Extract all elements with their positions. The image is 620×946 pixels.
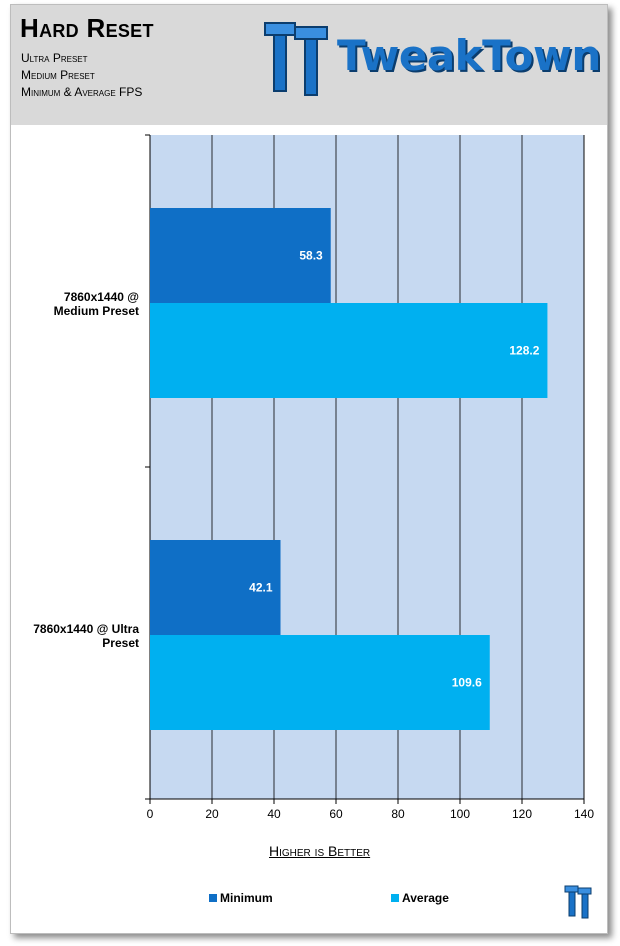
legend-item-minimum: Minimum bbox=[209, 891, 273, 905]
logo-wordmark: TweakTown bbox=[337, 31, 601, 80]
legend-swatch-minimum bbox=[209, 894, 217, 902]
tweaktown-mini-logo-icon bbox=[564, 885, 592, 919]
x-tick-label: 0 bbox=[147, 807, 154, 821]
tweaktown-logo: TweakTown bbox=[261, 17, 601, 107]
x-tick-label: 80 bbox=[391, 807, 405, 821]
x-tick-label: 60 bbox=[329, 807, 343, 821]
data-label: 58.3 bbox=[299, 249, 323, 263]
category-label-ultra: 7860x1440 @ Ultra Preset bbox=[15, 622, 139, 650]
data-label: 128.2 bbox=[509, 344, 539, 358]
category-label-ultra-line2: Preset bbox=[102, 636, 139, 650]
x-tick-label: 120 bbox=[512, 807, 532, 821]
legend-item-average: Average bbox=[391, 891, 449, 905]
data-label: 42.1 bbox=[249, 581, 273, 595]
x-tick-label: 100 bbox=[450, 807, 470, 821]
category-label-medium: 7860x1440 @ Medium Preset bbox=[15, 290, 139, 318]
bar-minimum bbox=[150, 540, 281, 635]
category-label-ultra-line1: 7860x1440 @ Ultra bbox=[33, 622, 139, 636]
x-tick-label: 20 bbox=[205, 807, 219, 821]
category-label-medium-line1: 7860x1440 @ bbox=[63, 290, 139, 304]
subtitle-1: Ultra Preset bbox=[21, 51, 88, 65]
chart-title: Hard Reset bbox=[20, 13, 154, 43]
x-tick-label: 140 bbox=[574, 807, 594, 821]
tweaktown-logo-icon bbox=[264, 22, 328, 96]
subtitle-3: Minimum & Average FPS bbox=[21, 85, 143, 99]
subtitle-2: Medium Preset bbox=[21, 68, 95, 82]
data-label: 109.6 bbox=[452, 676, 482, 690]
x-axis-title: Higher is Better bbox=[269, 843, 371, 859]
chart-header: Hard Reset Ultra Preset Medium Preset Mi… bbox=[11, 5, 607, 125]
legend-label-minimum: Minimum bbox=[220, 891, 273, 905]
legend-swatch-average bbox=[391, 894, 399, 902]
bar-average bbox=[150, 635, 490, 730]
x-tick-label: 40 bbox=[267, 807, 281, 821]
bar-average bbox=[150, 303, 548, 398]
bar-minimum bbox=[150, 208, 331, 303]
legend-label-average: Average bbox=[402, 891, 449, 905]
category-label-medium-line2: Medium Preset bbox=[53, 304, 139, 318]
